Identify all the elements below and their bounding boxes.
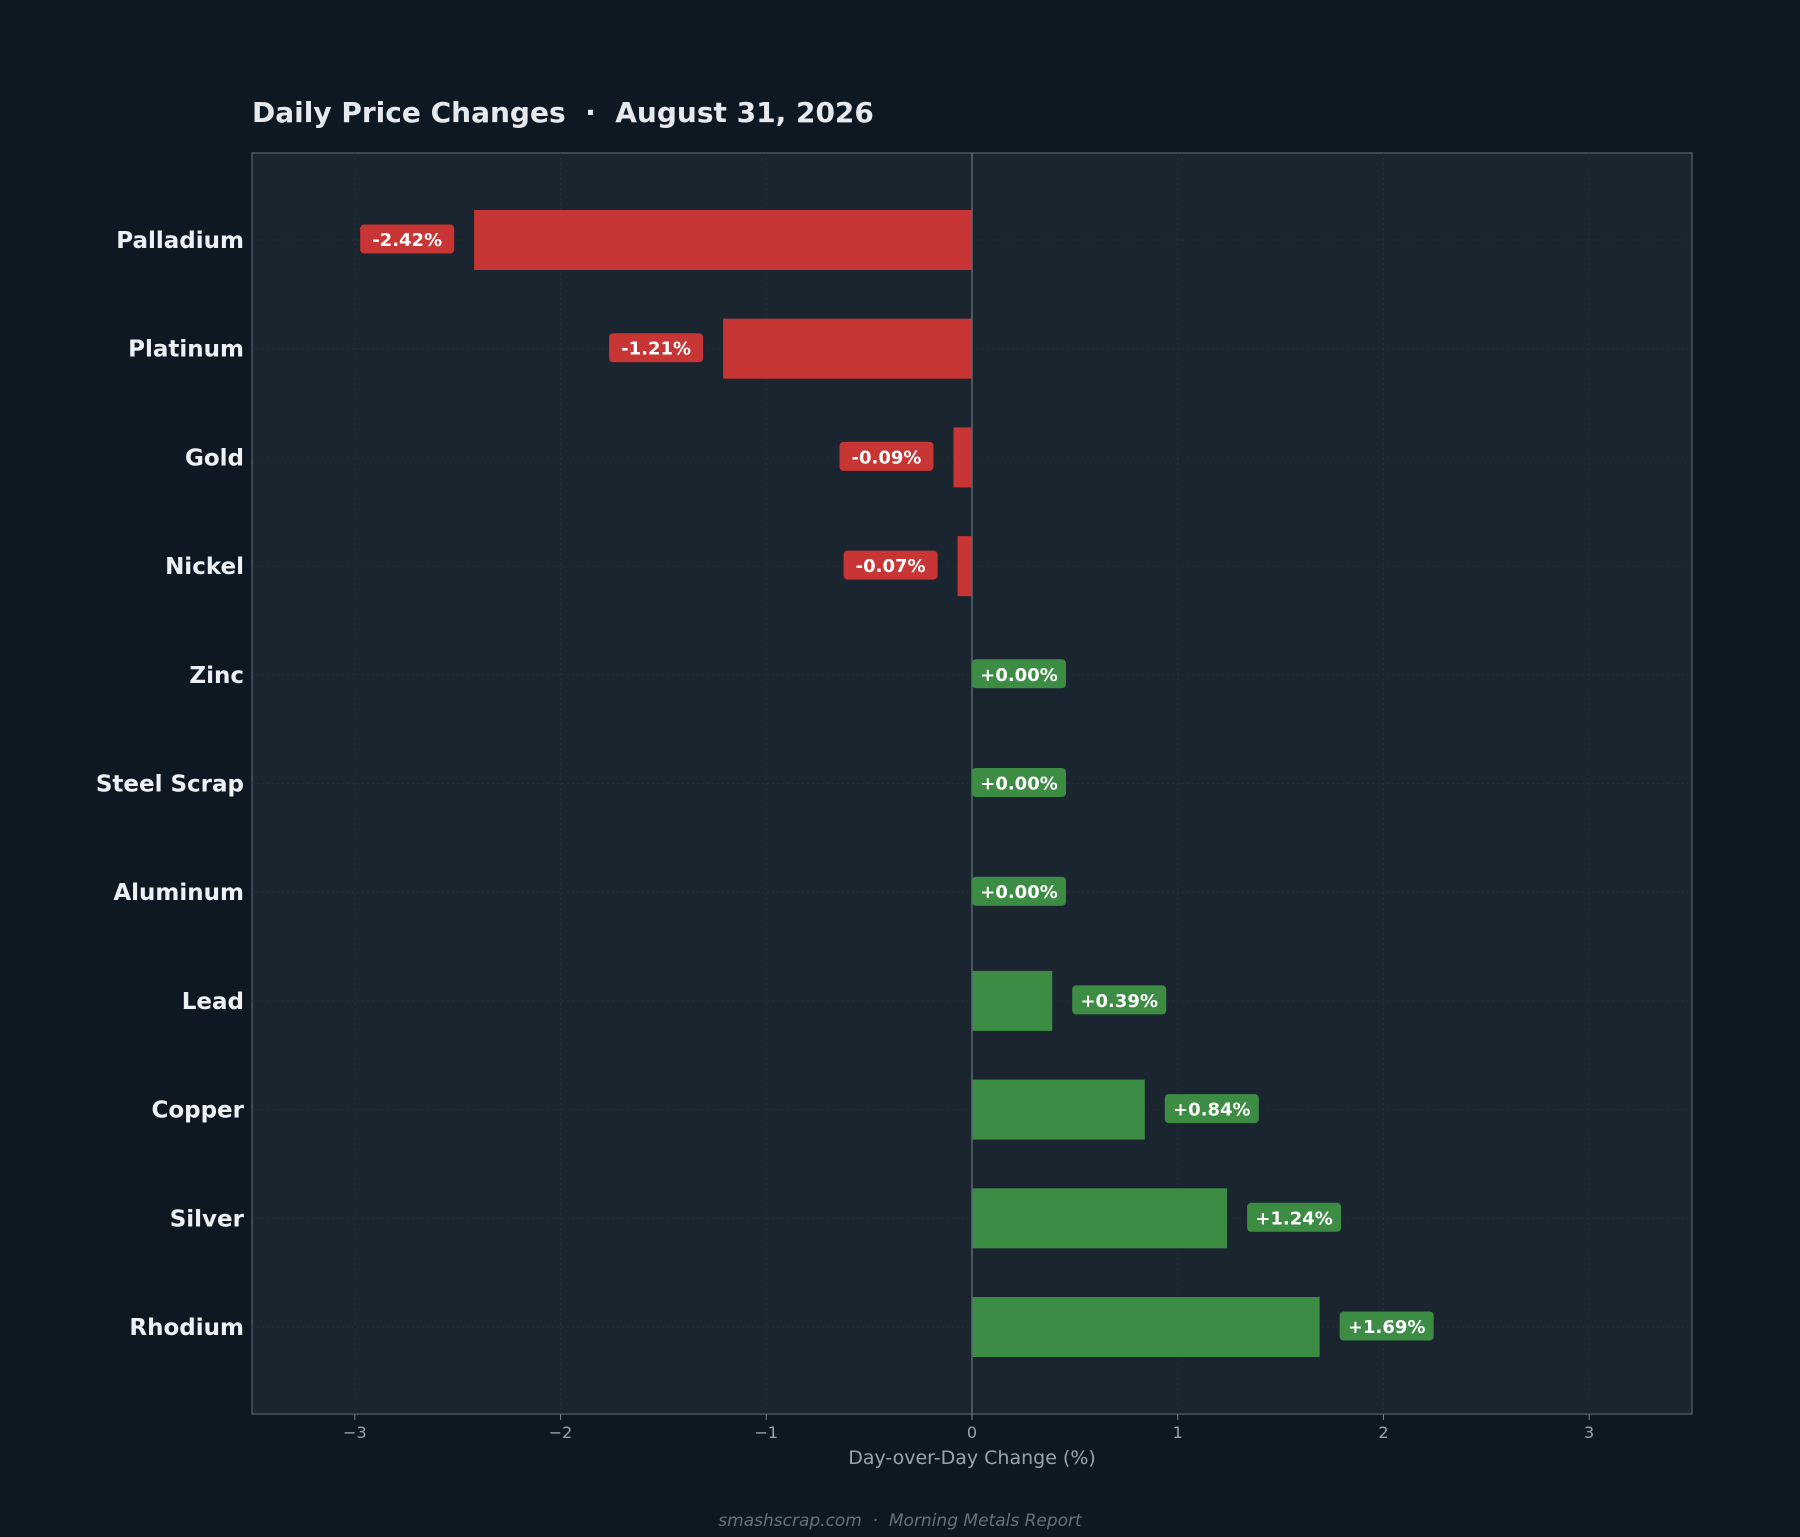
bar-nickel — [957, 536, 972, 597]
value-label-palladium: -2.42% — [372, 230, 442, 251]
x-tick-label-5: 2 — [1378, 1423, 1388, 1442]
bar-rhodium — [972, 1297, 1320, 1357]
category-label-gold: Gold — [185, 445, 244, 471]
category-label-nickel: Nickel — [165, 554, 244, 580]
value-badge-platinum — [609, 333, 704, 363]
value-label-steel-scrap: +0.00% — [980, 774, 1058, 795]
value-label-zinc: +0.00% — [980, 665, 1058, 686]
value-badge-lead — [1072, 985, 1167, 1015]
bar-gold — [953, 427, 972, 488]
footer-credit: smashscrap.com · Morning Metals Report — [718, 1511, 1083, 1531]
value-badge-copper — [1164, 1094, 1259, 1124]
value-badge-silver — [1247, 1202, 1342, 1232]
value-label-nickel: -0.07% — [856, 556, 926, 577]
x-tick-label-3: 0 — [967, 1423, 977, 1442]
value-label-aluminum: +0.00% — [980, 882, 1058, 903]
x-tick-label-4: 1 — [1173, 1423, 1183, 1442]
category-label-silver: Silver — [170, 1206, 245, 1232]
value-label-platinum: -1.21% — [621, 339, 691, 360]
value-labels: -2.42% -1.21% -0.09% -0.07% +0.00% +0.00% +0.0… — [360, 224, 1434, 1341]
category-label-palladium: Palladium — [116, 228, 244, 254]
category-labels: Palladium Platinum Gold Nickel Zinc Steel Scr… — [96, 228, 245, 1341]
value-badge-palladium — [360, 224, 455, 254]
value-badge-zinc — [972, 659, 1066, 689]
value-badge-steel-scrap — [972, 768, 1066, 797]
x-tick-label-1: −2 — [549, 1423, 573, 1442]
category-label-steel-scrap: Steel Scrap — [96, 772, 244, 798]
bar-copper — [972, 1079, 1145, 1140]
x-axis-ticks: −3 −2 −1 0 1 2 3 — [343, 1414, 1594, 1442]
value-label-gold: -0.09% — [852, 447, 922, 468]
bar-platinum — [723, 318, 972, 379]
value-label-rhodium: +1.69% — [1348, 1317, 1426, 1338]
value-label-silver: +1.24% — [1255, 1208, 1333, 1229]
x-axis-label: Day-over-Day Change (%) — [848, 1447, 1096, 1469]
x-tick-label-0: −3 — [343, 1423, 367, 1442]
category-label-lead: Lead — [182, 989, 244, 1015]
category-label-copper: Copper — [151, 1098, 244, 1124]
value-label-copper: +0.84% — [1173, 1100, 1251, 1121]
bar-lead — [972, 970, 1053, 1031]
value-badge-gold — [839, 441, 934, 471]
x-tick-label-2: −1 — [754, 1423, 778, 1442]
value-badge-aluminum — [972, 876, 1066, 906]
category-label-rhodium: Rhodium — [129, 1315, 244, 1341]
category-label-platinum: Platinum — [128, 337, 244, 363]
category-label-aluminum: Aluminum — [113, 880, 244, 906]
bars — [474, 210, 1320, 1357]
category-label-zinc: Zinc — [189, 663, 244, 689]
bar-silver — [972, 1188, 1228, 1249]
x-tick-label-6: 3 — [1584, 1423, 1594, 1442]
bar-palladium — [474, 210, 972, 270]
value-badge-nickel — [843, 550, 938, 580]
value-badge-rhodium — [1339, 1311, 1434, 1341]
chart-title: Daily Price Changes · August 31, 2026 — [252, 96, 874, 129]
value-label-lead: +0.39% — [1080, 991, 1158, 1012]
